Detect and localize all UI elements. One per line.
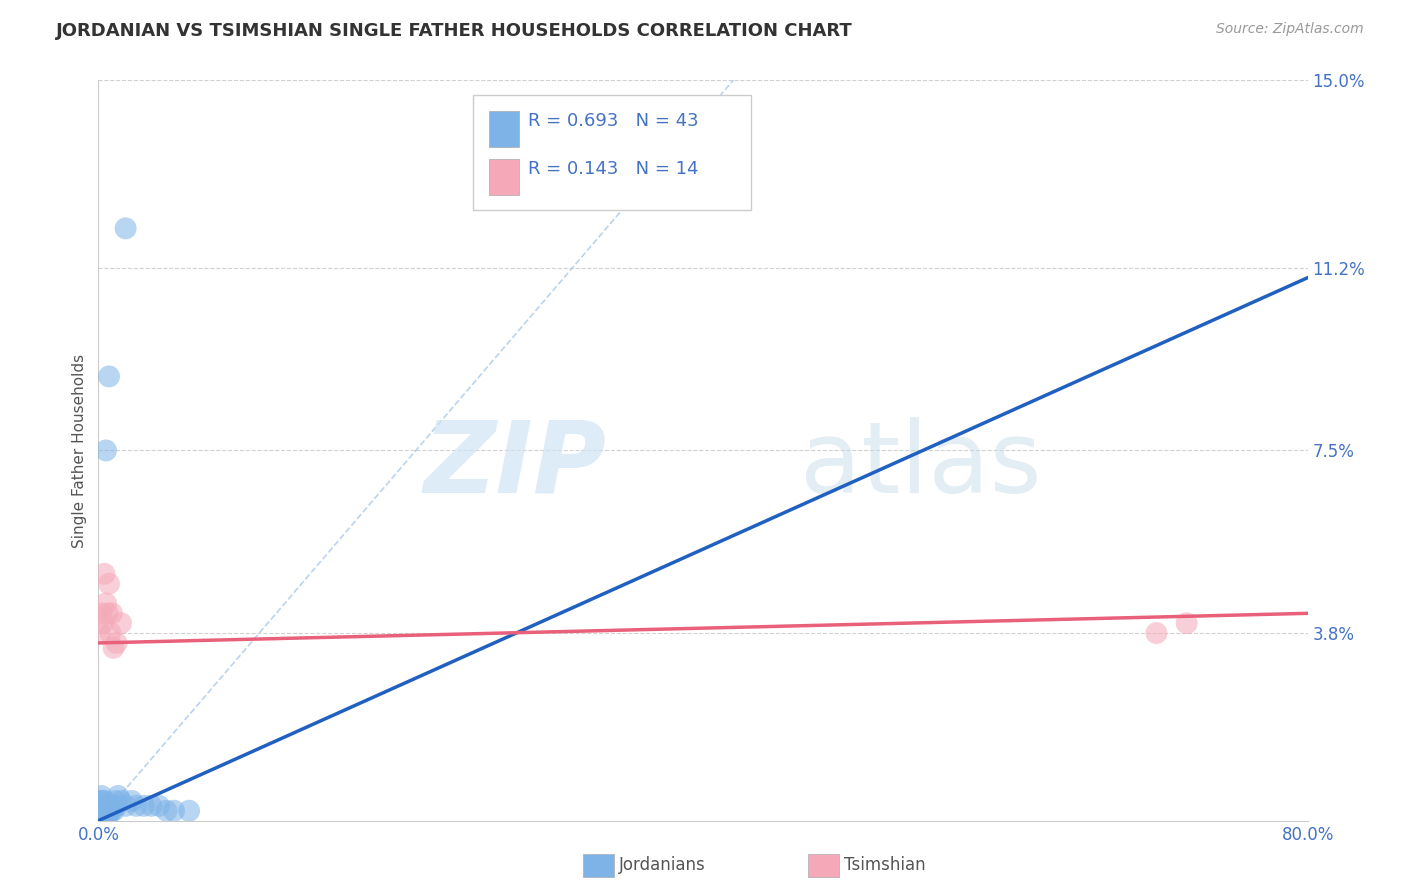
Point: [148, 798, 170, 813]
Point: [107, 789, 129, 803]
Point: [1175, 616, 1198, 631]
Point: [163, 804, 186, 818]
Text: ZIP: ZIP: [423, 417, 606, 514]
Point: [100, 804, 122, 818]
Point: [179, 804, 201, 818]
Point: [103, 798, 125, 813]
Point: [90, 808, 112, 822]
Point: [89, 626, 111, 640]
Point: [90, 607, 112, 621]
Point: [100, 798, 122, 813]
Bar: [489, 160, 519, 195]
Point: [105, 636, 128, 650]
Point: [93, 804, 115, 818]
Point: [94, 808, 117, 822]
Point: [104, 794, 127, 808]
Point: [89, 794, 111, 808]
Point: [101, 798, 124, 813]
Point: [125, 798, 148, 813]
Point: [98, 576, 121, 591]
Text: R = 0.693   N = 43: R = 0.693 N = 43: [527, 112, 699, 130]
Text: atlas: atlas: [800, 417, 1042, 514]
Text: Tsimshian: Tsimshian: [844, 856, 925, 874]
Point: [105, 798, 128, 813]
Point: [89, 804, 111, 818]
Point: [94, 597, 117, 611]
Point: [141, 798, 163, 813]
Point: [90, 798, 112, 813]
Point: [93, 798, 115, 813]
Point: [101, 607, 124, 621]
Point: [110, 616, 132, 631]
Bar: [489, 112, 519, 147]
Text: R = 0.143   N = 14: R = 0.143 N = 14: [527, 161, 699, 178]
Point: [98, 804, 121, 818]
Point: [100, 626, 122, 640]
Point: [96, 607, 118, 621]
Point: [121, 794, 143, 808]
Point: [114, 798, 136, 813]
FancyBboxPatch shape: [474, 95, 751, 210]
Point: [96, 804, 118, 818]
Bar: [808, 854, 839, 877]
Point: [91, 616, 114, 631]
Point: [132, 798, 155, 813]
Point: [103, 804, 125, 818]
Point: [94, 804, 117, 818]
Point: [155, 804, 177, 818]
Point: [94, 808, 117, 822]
Point: [101, 804, 124, 818]
Point: [110, 794, 132, 808]
Point: [91, 808, 114, 822]
Point: [1144, 626, 1167, 640]
Point: [98, 369, 121, 384]
Text: JORDANIAN VS TSIMSHIAN SINGLE FATHER HOUSEHOLDS CORRELATION CHART: JORDANIAN VS TSIMSHIAN SINGLE FATHER HOU…: [56, 22, 853, 40]
Text: Jordanians: Jordanians: [619, 856, 706, 874]
Point: [91, 794, 114, 808]
Bar: [583, 854, 614, 877]
Point: [94, 443, 117, 458]
Point: [93, 566, 115, 581]
Y-axis label: Single Father Households: Single Father Households: [72, 353, 87, 548]
Point: [114, 221, 136, 235]
Text: Source: ZipAtlas.com: Source: ZipAtlas.com: [1216, 22, 1364, 37]
Point: [98, 798, 121, 813]
Point: [94, 798, 117, 813]
Point: [90, 808, 112, 822]
Point: [91, 798, 114, 813]
Point: [103, 640, 125, 655]
Point: [91, 804, 114, 818]
Point: [93, 794, 115, 808]
Point: [96, 808, 118, 822]
Point: [90, 789, 112, 803]
